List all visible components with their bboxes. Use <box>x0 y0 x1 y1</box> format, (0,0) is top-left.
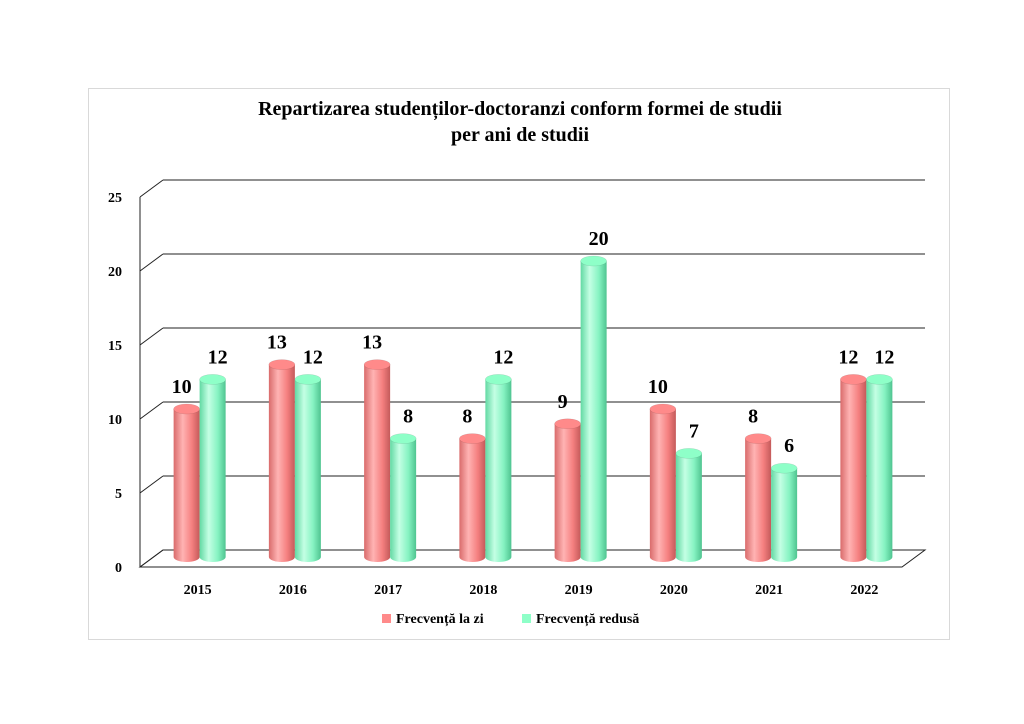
chart-floor <box>138 549 927 568</box>
gridline <box>139 253 925 272</box>
y-tick-label: 15 <box>108 339 122 354</box>
gridline <box>139 327 925 346</box>
bar <box>173 403 200 562</box>
x-tick-label: 2016 <box>279 583 307 598</box>
data-label: 7 <box>689 420 699 442</box>
data-label: 13 <box>362 332 382 354</box>
data-label: 6 <box>784 435 794 457</box>
data-label: 9 <box>558 391 568 413</box>
x-tick-label: 2019 <box>565 583 593 598</box>
bar <box>554 418 581 562</box>
bar <box>363 359 391 562</box>
bar <box>485 374 512 562</box>
data-label: 10 <box>648 376 668 398</box>
bar <box>459 433 486 562</box>
x-tick-label: 2017 <box>374 583 402 598</box>
y-tick-label: 20 <box>108 265 122 280</box>
y-tick-label: 5 <box>115 487 122 502</box>
bar <box>268 359 296 562</box>
bar-layer <box>173 255 893 562</box>
data-label: 8 <box>462 406 472 428</box>
data-label: 20 <box>589 228 609 250</box>
x-tick-label: 2021 <box>755 583 783 598</box>
x-tick-label: 2018 <box>469 583 497 598</box>
label-layer: 10 12 13 12 13 8 8 12 9 20 10 7 8 6 12 12 <box>172 228 895 457</box>
data-label: 8 <box>403 406 413 428</box>
bar <box>744 433 772 562</box>
bar <box>649 403 677 562</box>
bar <box>389 433 417 562</box>
data-label: 12 <box>838 346 858 368</box>
data-label: 12 <box>208 346 228 368</box>
x-tick-label: 2022 <box>850 583 878 598</box>
x-tick-label: 2015 <box>184 583 212 598</box>
bar <box>770 462 798 562</box>
chart-subtitle: per ani de studii <box>451 124 589 146</box>
y-tick-label: 10 <box>108 413 122 428</box>
data-label: 12 <box>493 346 513 368</box>
legend-item: Frecvență redusă <box>522 612 639 627</box>
x-tick-label: 2020 <box>660 583 688 598</box>
gridline <box>139 401 925 420</box>
data-label: 13 <box>267 332 287 354</box>
legend-label: Frecvență redusă <box>536 612 639 627</box>
bar <box>866 374 893 562</box>
data-label: 12 <box>303 346 323 368</box>
chart-title-block: Repartizarea studenților-doctoranzi conf… <box>0 96 1024 148</box>
legend-item: Frecvență la zi <box>382 612 484 627</box>
bar <box>840 374 867 562</box>
data-label: 12 <box>874 346 894 368</box>
bar <box>675 448 703 562</box>
legend-swatch <box>382 614 391 623</box>
data-label: 8 <box>748 406 758 428</box>
bar <box>580 255 607 562</box>
legend: Frecvență la zi Frecvență redusă <box>382 612 639 627</box>
gridline <box>139 179 925 198</box>
bar <box>199 374 226 562</box>
data-label: 10 <box>172 376 192 398</box>
y-tick-label: 25 <box>108 191 122 206</box>
y-tick-label: 0 <box>115 561 122 576</box>
legend-swatch <box>522 614 531 623</box>
grid-layer <box>138 179 927 568</box>
legend-label: Frecvență la zi <box>396 612 484 627</box>
gridline <box>139 475 925 494</box>
bar <box>294 374 322 562</box>
axis-layer: 0 5 10 15 20 25 2015 2016 2017 2018 2019 2020 2021 20… <box>108 191 878 598</box>
chart-title: Repartizarea studenților-doctoranzi conf… <box>258 98 782 120</box>
